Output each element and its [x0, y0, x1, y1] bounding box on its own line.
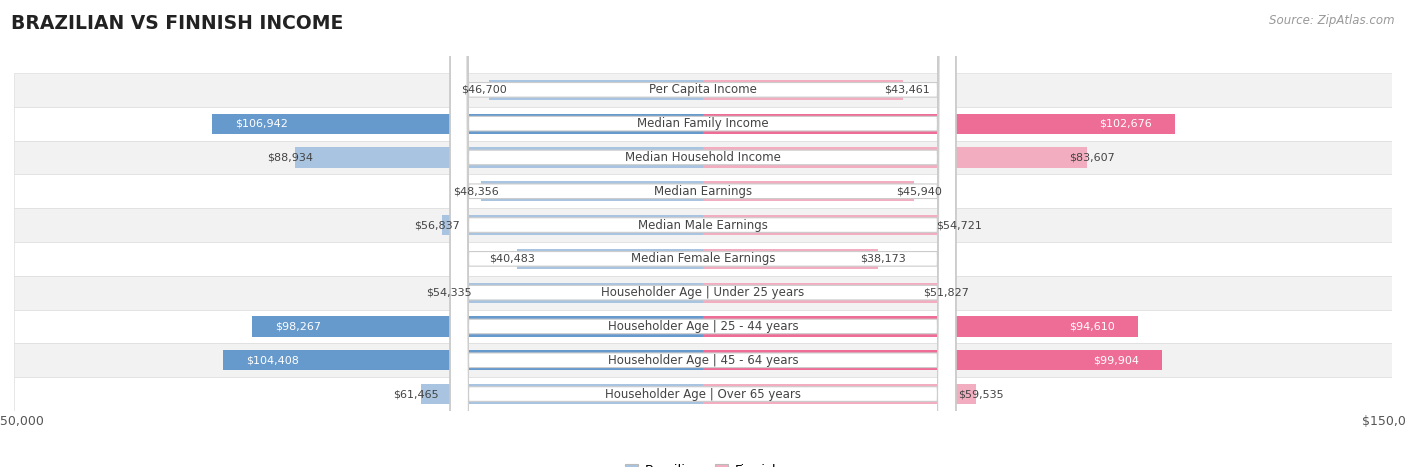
Bar [14, 377, 1392, 411]
Bar [252, 316, 703, 337]
Bar [14, 107, 1392, 141]
Bar [703, 316, 1137, 337]
Text: $51,827: $51,827 [922, 288, 969, 297]
Bar [488, 80, 703, 100]
FancyBboxPatch shape [450, 0, 956, 467]
FancyBboxPatch shape [450, 0, 956, 467]
Text: $59,535: $59,535 [957, 389, 1004, 399]
Text: $54,335: $54,335 [426, 288, 472, 297]
Text: $38,173: $38,173 [860, 254, 905, 264]
Text: $104,408: $104,408 [246, 355, 299, 365]
Text: $83,607: $83,607 [1069, 152, 1115, 163]
Bar [14, 310, 1392, 343]
Text: $99,904: $99,904 [1092, 355, 1139, 365]
Text: $94,610: $94,610 [1069, 321, 1115, 332]
FancyBboxPatch shape [450, 0, 956, 467]
Bar [420, 384, 703, 404]
Text: BRAZILIAN VS FINNISH INCOME: BRAZILIAN VS FINNISH INCOME [11, 14, 343, 33]
Text: $56,837: $56,837 [415, 220, 460, 230]
Bar [14, 174, 1392, 208]
Text: Median Female Earnings: Median Female Earnings [631, 252, 775, 265]
FancyBboxPatch shape [450, 0, 956, 467]
Legend: Brazilian, Finnish: Brazilian, Finnish [619, 459, 787, 467]
Text: Median Male Earnings: Median Male Earnings [638, 219, 768, 232]
Bar [703, 249, 879, 269]
Bar [703, 113, 1174, 134]
Text: $98,267: $98,267 [274, 321, 321, 332]
FancyBboxPatch shape [450, 0, 956, 467]
Bar [703, 80, 903, 100]
Text: $43,461: $43,461 [884, 85, 929, 95]
Bar [454, 283, 703, 303]
FancyBboxPatch shape [450, 0, 956, 467]
Bar [294, 147, 703, 168]
Text: $88,934: $88,934 [267, 152, 314, 163]
Bar [517, 249, 703, 269]
Bar [14, 276, 1392, 310]
FancyBboxPatch shape [450, 0, 956, 467]
Text: Median Family Income: Median Family Income [637, 117, 769, 130]
Text: $106,942: $106,942 [235, 119, 288, 128]
Text: Median Household Income: Median Household Income [626, 151, 780, 164]
Text: $45,940: $45,940 [896, 186, 942, 196]
Bar [703, 283, 941, 303]
Bar [703, 384, 976, 404]
Bar [703, 215, 955, 235]
Bar [14, 242, 1392, 276]
Text: $54,721: $54,721 [936, 220, 981, 230]
FancyBboxPatch shape [450, 0, 956, 467]
Text: $46,700: $46,700 [461, 85, 508, 95]
Bar [703, 181, 914, 201]
Text: Householder Age | Over 65 years: Householder Age | Over 65 years [605, 388, 801, 401]
Text: $40,483: $40,483 [489, 254, 536, 264]
Text: Householder Age | 45 - 64 years: Householder Age | 45 - 64 years [607, 354, 799, 367]
Text: $48,356: $48,356 [454, 186, 499, 196]
Text: Householder Age | 25 - 44 years: Householder Age | 25 - 44 years [607, 320, 799, 333]
Text: Median Earnings: Median Earnings [654, 185, 752, 198]
Bar [481, 181, 703, 201]
FancyBboxPatch shape [450, 0, 956, 467]
Text: $61,465: $61,465 [394, 389, 439, 399]
Bar [14, 343, 1392, 377]
Bar [212, 113, 703, 134]
Bar [703, 350, 1161, 370]
Bar [14, 208, 1392, 242]
Bar [441, 215, 703, 235]
Bar [14, 73, 1392, 107]
Text: Per Capita Income: Per Capita Income [650, 83, 756, 96]
Bar [14, 141, 1392, 174]
Text: Source: ZipAtlas.com: Source: ZipAtlas.com [1270, 14, 1395, 27]
FancyBboxPatch shape [450, 0, 956, 467]
Text: Householder Age | Under 25 years: Householder Age | Under 25 years [602, 286, 804, 299]
Bar [224, 350, 703, 370]
Text: $102,676: $102,676 [1099, 119, 1152, 128]
Bar [703, 147, 1087, 168]
